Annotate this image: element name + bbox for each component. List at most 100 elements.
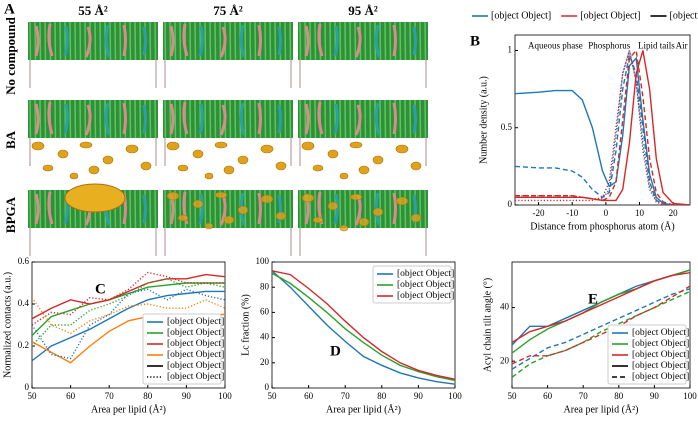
bilayer-render	[163, 22, 293, 88]
x-tick-label: 60	[66, 391, 76, 401]
x-tick-label: 100	[683, 391, 697, 401]
legend-label: [object Object]	[632, 361, 689, 371]
compound-render	[32, 142, 151, 179]
y-tick-label: 0	[25, 382, 30, 392]
x-axis-label: Distance from phosphorus atom (Å)	[530, 220, 674, 232]
series-line	[515, 51, 690, 206]
x-axis-label: Area per lipid (Å²)	[564, 403, 639, 415]
x-tick-label: -10	[566, 208, 578, 218]
compound-render	[167, 142, 286, 179]
row-header: BA	[3, 130, 18, 149]
x-tick-label: 100	[448, 391, 462, 401]
compound-render	[302, 142, 421, 179]
annotation: Aqueous phase	[528, 41, 583, 51]
legend-label: [object Object]	[167, 317, 224, 327]
legend-label: [object Object]	[632, 328, 689, 338]
x-tick-label: 60	[543, 391, 553, 401]
row-header: No compound	[3, 16, 18, 94]
x-tick-label: 0	[604, 208, 609, 218]
y-tick-label: 0.5	[501, 122, 513, 132]
legend-label: [object Object]	[167, 361, 224, 371]
y-tick-label: 20	[260, 357, 270, 367]
y-axis-label: Normalized contacts (a.u.)	[2, 272, 13, 378]
legend-label: [object Object]	[632, 372, 689, 382]
column-header: 55 Å²	[78, 3, 108, 18]
y-tick-label: 0.6	[18, 256, 30, 266]
column-header: 75 Å²	[213, 3, 243, 18]
series-line	[515, 51, 690, 206]
y-tick-label: 100	[256, 256, 270, 266]
panel-a: A 55 Å² 75 Å² 95 Å² No compound BA BPGA	[3, 1, 428, 256]
x-tick-label: 20	[669, 208, 679, 218]
series-line	[515, 51, 690, 206]
x-tick-label: -20	[533, 208, 545, 218]
legend-label: [object Object]	[167, 372, 224, 382]
y-tick-label: 0.2	[18, 340, 29, 350]
panel-letter: C	[95, 281, 106, 297]
series-line	[32, 275, 225, 319]
panel-letter: A	[4, 1, 15, 17]
bilayer-render	[28, 100, 158, 166]
legend-label: [object Object]	[632, 350, 689, 360]
legend-label: [object Object]	[167, 328, 224, 338]
x-tick-label: 100	[218, 391, 232, 401]
annotation: Air	[676, 41, 688, 51]
x-tick-label: 90	[650, 391, 660, 401]
y-tick-label: 40	[500, 302, 510, 312]
x-tick-label: 10	[635, 208, 645, 218]
legend-label: [object Object]	[670, 10, 698, 21]
x-tick-label: 70	[579, 391, 589, 401]
x-tick-label: 50	[508, 391, 518, 401]
x-axis-label: Area per lipid (Å²)	[326, 403, 401, 415]
annotation: Phosphorus	[588, 41, 631, 51]
bilayer-render	[298, 100, 428, 166]
x-tick-label: 50	[28, 391, 38, 401]
panel-letter: B	[470, 33, 480, 49]
x-axis-label: Area per lipid (Å²)	[91, 403, 166, 415]
y-tick-label: 0	[508, 199, 513, 209]
x-tick-label: 80	[377, 391, 387, 401]
axes-frame	[515, 35, 690, 205]
chart: 50 60 70 80 90 100 20 40 Area per lipid (Å²) Acyl…	[482, 262, 697, 415]
chart: -20 -10 0 10 20 0 0.5 1 Distance from phosphorus…	[470, 10, 698, 232]
row-header: BPGA	[3, 196, 18, 233]
y-tick-label: 80	[260, 281, 270, 291]
x-tick-label: 70	[105, 391, 115, 401]
legend-label: [object Object]	[580, 10, 640, 21]
y-tick-label: 0	[265, 382, 270, 392]
panel-letter: D	[330, 343, 341, 359]
x-tick-label: 50	[268, 391, 278, 401]
legend-label: [object Object]	[397, 291, 454, 301]
y-tick-label: 20	[500, 355, 510, 365]
x-tick-label: 80	[614, 391, 624, 401]
legend-label: [object Object]	[167, 339, 224, 349]
y-axis-label: Lc fraction (%)	[240, 294, 251, 356]
bilayer-render	[298, 22, 428, 88]
y-tick-label: 40	[260, 332, 270, 342]
annotation: Lipid tails	[638, 41, 675, 51]
y-tick-label: 0.4	[18, 298, 30, 308]
series-line	[515, 58, 690, 205]
y-axis-label: Acyl chain tilt angle (°)	[482, 278, 493, 373]
legend-label: [object Object]	[397, 280, 454, 290]
bilayer-render	[163, 100, 293, 166]
x-tick-label: 80	[143, 391, 153, 401]
chart: 50 60 70 80 90 100 0 0.2 0.4 0.6 Area per lipid (Å…	[2, 256, 232, 415]
y-axis-label: Number density (a.u.)	[478, 76, 489, 164]
x-tick-label: 90	[182, 391, 192, 401]
x-tick-label: 90	[414, 391, 424, 401]
series-line	[515, 51, 690, 206]
y-tick-label: 60	[260, 306, 270, 316]
y-tick-label: 1	[508, 45, 513, 55]
legend-label: [object Object]	[167, 350, 224, 360]
legend-label: [object Object]	[397, 269, 454, 279]
compound-render	[65, 184, 125, 212]
column-header: 95 Å²	[348, 3, 378, 18]
legend-label: [object Object]	[491, 10, 551, 21]
bilayer-render	[28, 22, 158, 88]
series-line	[515, 55, 690, 205]
x-tick-label: 70	[341, 391, 351, 401]
